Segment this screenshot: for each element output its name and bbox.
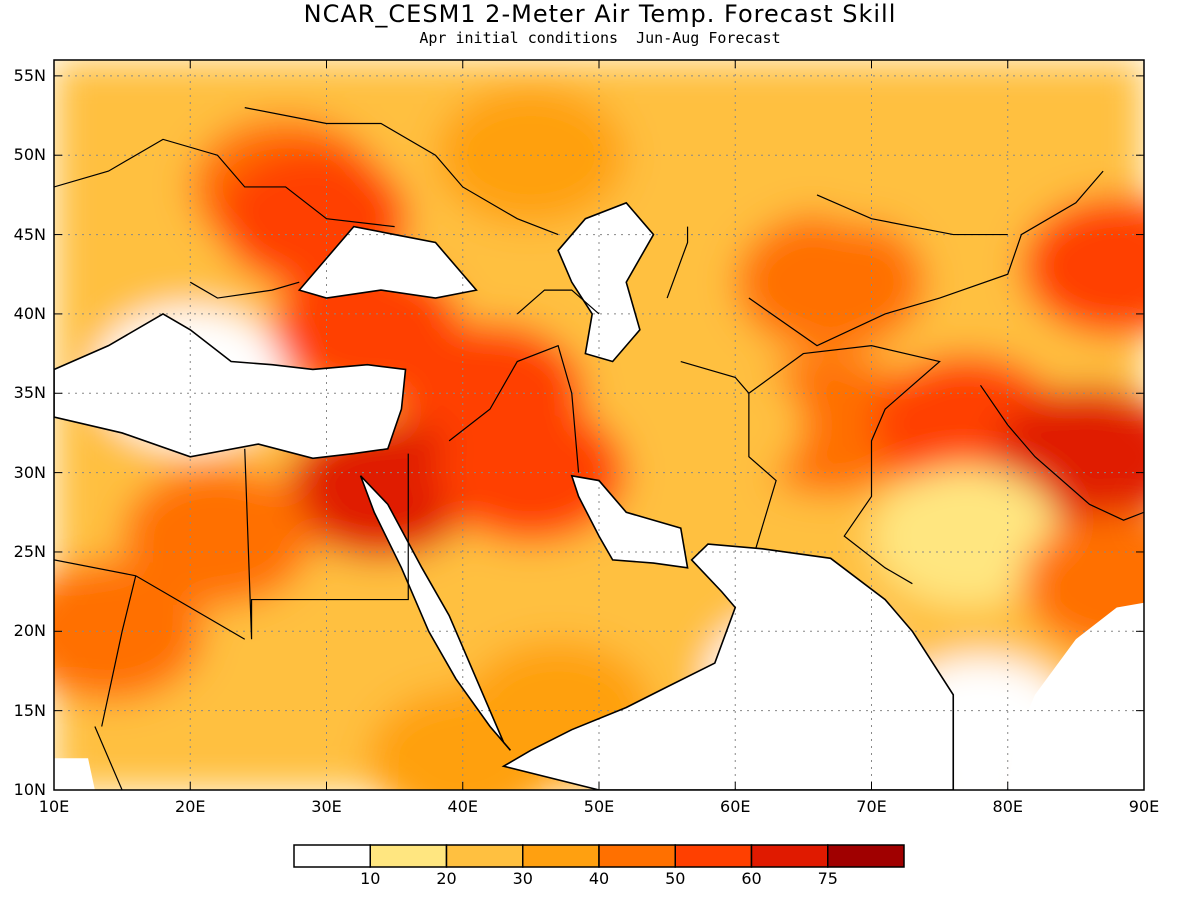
lat-label: 45N — [13, 224, 46, 244]
lat-label: 15N — [13, 700, 46, 720]
country-border — [816, 194, 1008, 236]
sea-mask — [360, 475, 511, 751]
country-border — [980, 384, 1144, 521]
colorbar-tick-label: 30 — [512, 869, 533, 888]
country-border — [516, 289, 600, 315]
country-border — [448, 344, 580, 473]
country-border — [748, 345, 941, 585]
colorbar-tick-label: 10 — [360, 869, 381, 888]
colorbar-swatch — [445, 844, 524, 868]
colorbar-tick-label: 50 — [665, 869, 686, 888]
lat-label: 35N — [13, 383, 46, 403]
sea-mask — [299, 226, 477, 299]
region-blob — [1021, 196, 1144, 337]
lon-label: 90E — [1128, 797, 1160, 816]
lat-label: 25N — [13, 541, 46, 561]
country-border — [54, 138, 395, 228]
lon-label: 10E — [38, 797, 70, 816]
lon-label: 80E — [992, 797, 1023, 816]
colorbar-swatch — [674, 844, 753, 868]
coastline — [570, 474, 689, 569]
country-border — [244, 448, 409, 640]
colorbar-tick-label: 20 — [436, 869, 457, 888]
coastline — [501, 543, 955, 790]
sea-mask — [54, 758, 95, 790]
sea-mask — [54, 313, 406, 459]
region-blob — [613, 355, 803, 495]
colorbar-swatch — [598, 844, 676, 868]
lat-label: 30N — [13, 462, 46, 482]
water-masks — [54, 202, 1144, 790]
region-blob — [735, 212, 926, 353]
colorbar-tick-label: 60 — [741, 869, 762, 888]
country-border — [748, 170, 1104, 347]
region-blob — [871, 466, 1062, 607]
colorbar-swatch — [522, 844, 600, 868]
lat-label: 10N — [13, 780, 46, 799]
coastline — [297, 225, 478, 299]
region-blob — [54, 561, 204, 702]
sea-mask — [558, 202, 654, 362]
lon-label: 40E — [447, 797, 478, 816]
lon-label: 60E — [720, 797, 751, 816]
colorbar-swatch — [293, 844, 371, 868]
lat-label: 55N — [13, 65, 46, 85]
lat-label: 20N — [13, 621, 46, 641]
sea-mask — [966, 602, 1144, 790]
lat-label: 50N — [13, 145, 46, 165]
sea-mask — [571, 475, 688, 568]
coastline — [557, 201, 655, 363]
colorbar — [293, 844, 905, 868]
colorbar-tick-label: 40 — [588, 869, 610, 888]
lon-label: 70E — [856, 797, 887, 816]
region-blob — [258, 593, 449, 734]
colorbar-swatch — [750, 844, 829, 868]
lon-label: 30E — [311, 797, 342, 816]
coastlines — [54, 107, 1144, 790]
colorbar-tick-label: 75 — [817, 869, 838, 888]
region-blob — [122, 466, 313, 607]
map-title: NCAR_CESM1 2-Meter Air Temp. Forecast Sk… — [303, 0, 897, 28]
region-blob — [776, 85, 967, 226]
country-border — [94, 726, 123, 790]
lon-label: 50E — [583, 797, 615, 816]
coastline — [54, 312, 407, 460]
colorbar-swatch — [827, 844, 905, 868]
country-border — [101, 575, 137, 727]
lat-label: 40N — [13, 303, 46, 323]
country-border — [680, 360, 777, 549]
sea-mask — [503, 544, 954, 790]
country-border — [244, 107, 559, 236]
axis-ticks — [53, 60, 1145, 791]
lon-label: 20E — [175, 797, 206, 816]
country-border — [189, 281, 300, 299]
colorbar-swatch — [369, 844, 448, 868]
country-border — [666, 226, 689, 299]
map-subtitle: Apr initial conditions Jun-Aug Forecast — [419, 29, 781, 47]
